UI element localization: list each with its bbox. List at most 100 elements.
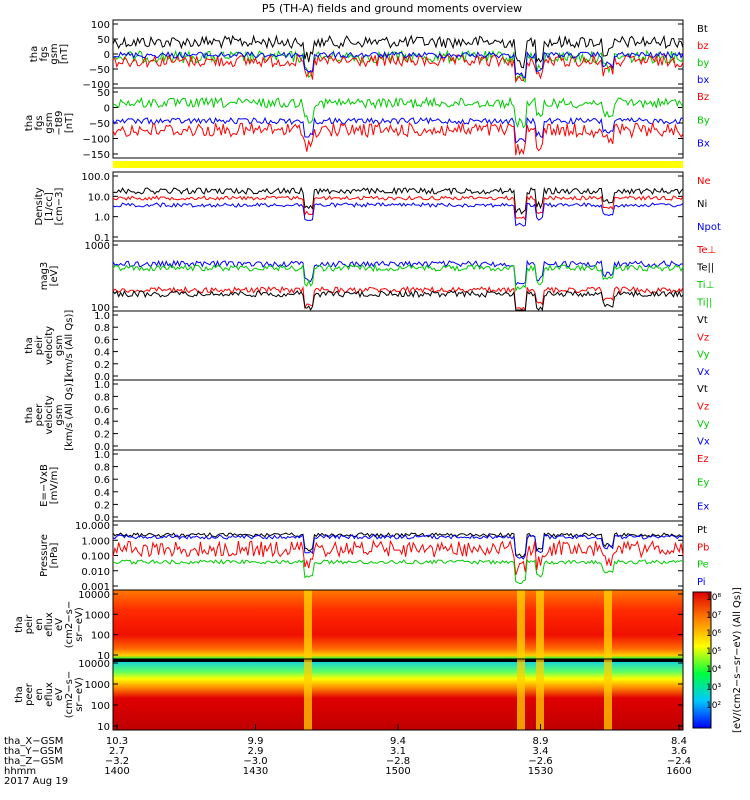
y-tick-label: 1.0: [94, 213, 110, 224]
legend-bz: bz: [697, 41, 709, 52]
y-label-line: (cm2−s−: [64, 601, 75, 648]
y-label-line: [cm−3]: [54, 188, 65, 226]
x-tick-label: 3.6: [671, 746, 687, 757]
y-tick-label: 10.0: [88, 192, 110, 203]
y-label-line: fgs: [34, 115, 45, 130]
y-label-line: [km/s (All Qs)]: [64, 379, 75, 451]
panel-p5: 1.00.80.6 0.40.20.0 tha peir velocity gsm [km/…: [24, 310, 710, 383]
colorbar-label-text: [eV/(cm2−s−sr−eV) (All Qs)]: [732, 587, 743, 733]
y-tick-label: 0.100: [81, 552, 110, 563]
colorbar-tick: 10⁸: [706, 593, 721, 603]
legend-Pb: Pb: [697, 542, 709, 553]
legend-Vz: Vz: [697, 402, 709, 413]
y-tick-label: 100: [91, 20, 110, 31]
series-Pe: [112, 558, 684, 585]
series-Pb: [112, 539, 684, 576]
y-tick-label: 0.4: [94, 348, 110, 359]
y-tick-label: 10: [97, 651, 110, 662]
colorbar-scale: [692, 591, 712, 729]
y-tick-label: 0.4: [94, 488, 110, 499]
y-label-line: tha: [24, 115, 35, 131]
legend-Ex: Ex: [697, 501, 709, 512]
series-Ti-perp: [112, 259, 684, 287]
y-label-line: sr−eV): [74, 607, 85, 642]
legend-Bz: Bz: [697, 92, 709, 103]
y-label-line: tha: [24, 337, 35, 353]
ion-spectrogram-stripe: [304, 590, 312, 659]
colorbar-tick: 10²: [706, 701, 721, 711]
y-tick-label: 0.001: [81, 582, 110, 593]
y-tick-label: 1000: [85, 241, 110, 252]
y-label-line: peir: [34, 335, 45, 355]
y-tick-label: 10000: [78, 590, 110, 601]
y-tick-label: 0.6: [94, 475, 110, 486]
y-axis-label: tha peir en eflux eV (cm2−s− sr−eV): [14, 601, 85, 648]
x-tick-label: 1530: [528, 766, 553, 777]
y-label-line: (cm2−s−: [64, 671, 75, 718]
panel-p2: 50 0 −50 −100 −150 tha fgs gsm −t89 [nT] Bz By Bx: [24, 87, 710, 161]
x-row-label: tha_X−GSM: [4, 736, 63, 747]
x-tick-label: 1430: [243, 766, 268, 777]
y-tick-label: 50: [97, 35, 110, 46]
series-Npot: [112, 202, 684, 227]
y-label-line: eV: [54, 688, 65, 701]
status-bar: [113, 161, 683, 168]
x-tick-label: 10.3: [106, 736, 128, 747]
legend-By: By: [697, 115, 710, 126]
y-label-line: Density: [34, 187, 45, 225]
legend-Vz: Vz: [697, 332, 709, 343]
electron-spectrogram-stripe: [304, 659, 312, 730]
y-tick-label: 1.0: [94, 450, 110, 461]
legend-Ey: Ey: [697, 478, 709, 489]
panel-frame: [112, 240, 684, 312]
y-label-line: [mV/m]: [49, 467, 60, 505]
y-tick-label: 0.2: [94, 500, 110, 511]
series-Bx: [112, 116, 684, 144]
y-label-line: gsm: [44, 112, 55, 133]
y-label-line: mag3: [39, 262, 50, 291]
y-tick-label: 1.0: [94, 311, 110, 322]
series-By: [112, 96, 684, 129]
y-label-line: fgs: [39, 46, 50, 61]
legend-Vy: Vy: [697, 350, 710, 361]
x-tick-label: 2.9: [248, 746, 264, 757]
legend-Pi: Pi: [697, 577, 706, 588]
legend-Npot: Npot: [697, 222, 721, 233]
legend-Ti||: Ti||: [696, 298, 712, 309]
panel-p6: 1.00.8 0.60.4 0.20.0 tha peer velocity gsm [km/…: [24, 379, 710, 453]
y-label-line: [nT]: [59, 44, 70, 64]
colorbar-tick: 10⁴: [706, 665, 721, 675]
ion-spectrogram: [113, 590, 683, 659]
y-label-line: gsm: [54, 404, 65, 425]
x-tick-label: −3.0: [243, 756, 267, 767]
legend-Vy: Vy: [697, 419, 710, 430]
y-label-line: velocity: [44, 326, 55, 365]
y-tick-label: 0.0: [94, 513, 110, 524]
y-tick-label: −50: [89, 65, 110, 76]
y-label-line: peer: [34, 403, 45, 427]
panel-frame: [112, 310, 684, 381]
series-Te-perp: [112, 285, 684, 311]
y-tick-label: −100: [83, 80, 110, 91]
y-label-line: tha: [14, 616, 25, 632]
y-label-line: tha: [24, 407, 35, 423]
y-label-line: E=−VxB: [39, 464, 50, 507]
colorbar: 10⁸ 10⁷ 10⁶ 10⁵ 10⁴ 10³ 10² [eV/(cm2−s−sr−eV) (…: [692, 587, 743, 733]
x-row-label: tha_Z−GSM: [4, 756, 63, 767]
legend-bx: bx: [697, 75, 709, 86]
y-label-line: [eV]: [49, 266, 60, 287]
panel-p10: 10000 1000 100 10 tha peer en eflux eV (cm2−s− sr−…: [14, 658, 684, 733]
x-tick-label: 1600: [666, 766, 691, 777]
legend-Te⊥: Te⊥: [696, 245, 716, 256]
series-Te-par: [112, 289, 684, 312]
legend-Bx: Bx: [697, 139, 710, 150]
x-tick-label: −2.6: [528, 756, 552, 767]
legend-Ti⊥: Ti⊥: [696, 280, 714, 291]
legend-Ez: Ez: [697, 454, 709, 465]
y-tick-label: 1.0: [94, 380, 110, 391]
electron-spectrogram-stripe: [536, 659, 544, 730]
legend-Ni: Ni: [697, 199, 707, 210]
y-axis-label: Density [1/cc] [cm−3]: [34, 187, 65, 225]
colorbar-tick: 10⁷: [706, 611, 721, 621]
